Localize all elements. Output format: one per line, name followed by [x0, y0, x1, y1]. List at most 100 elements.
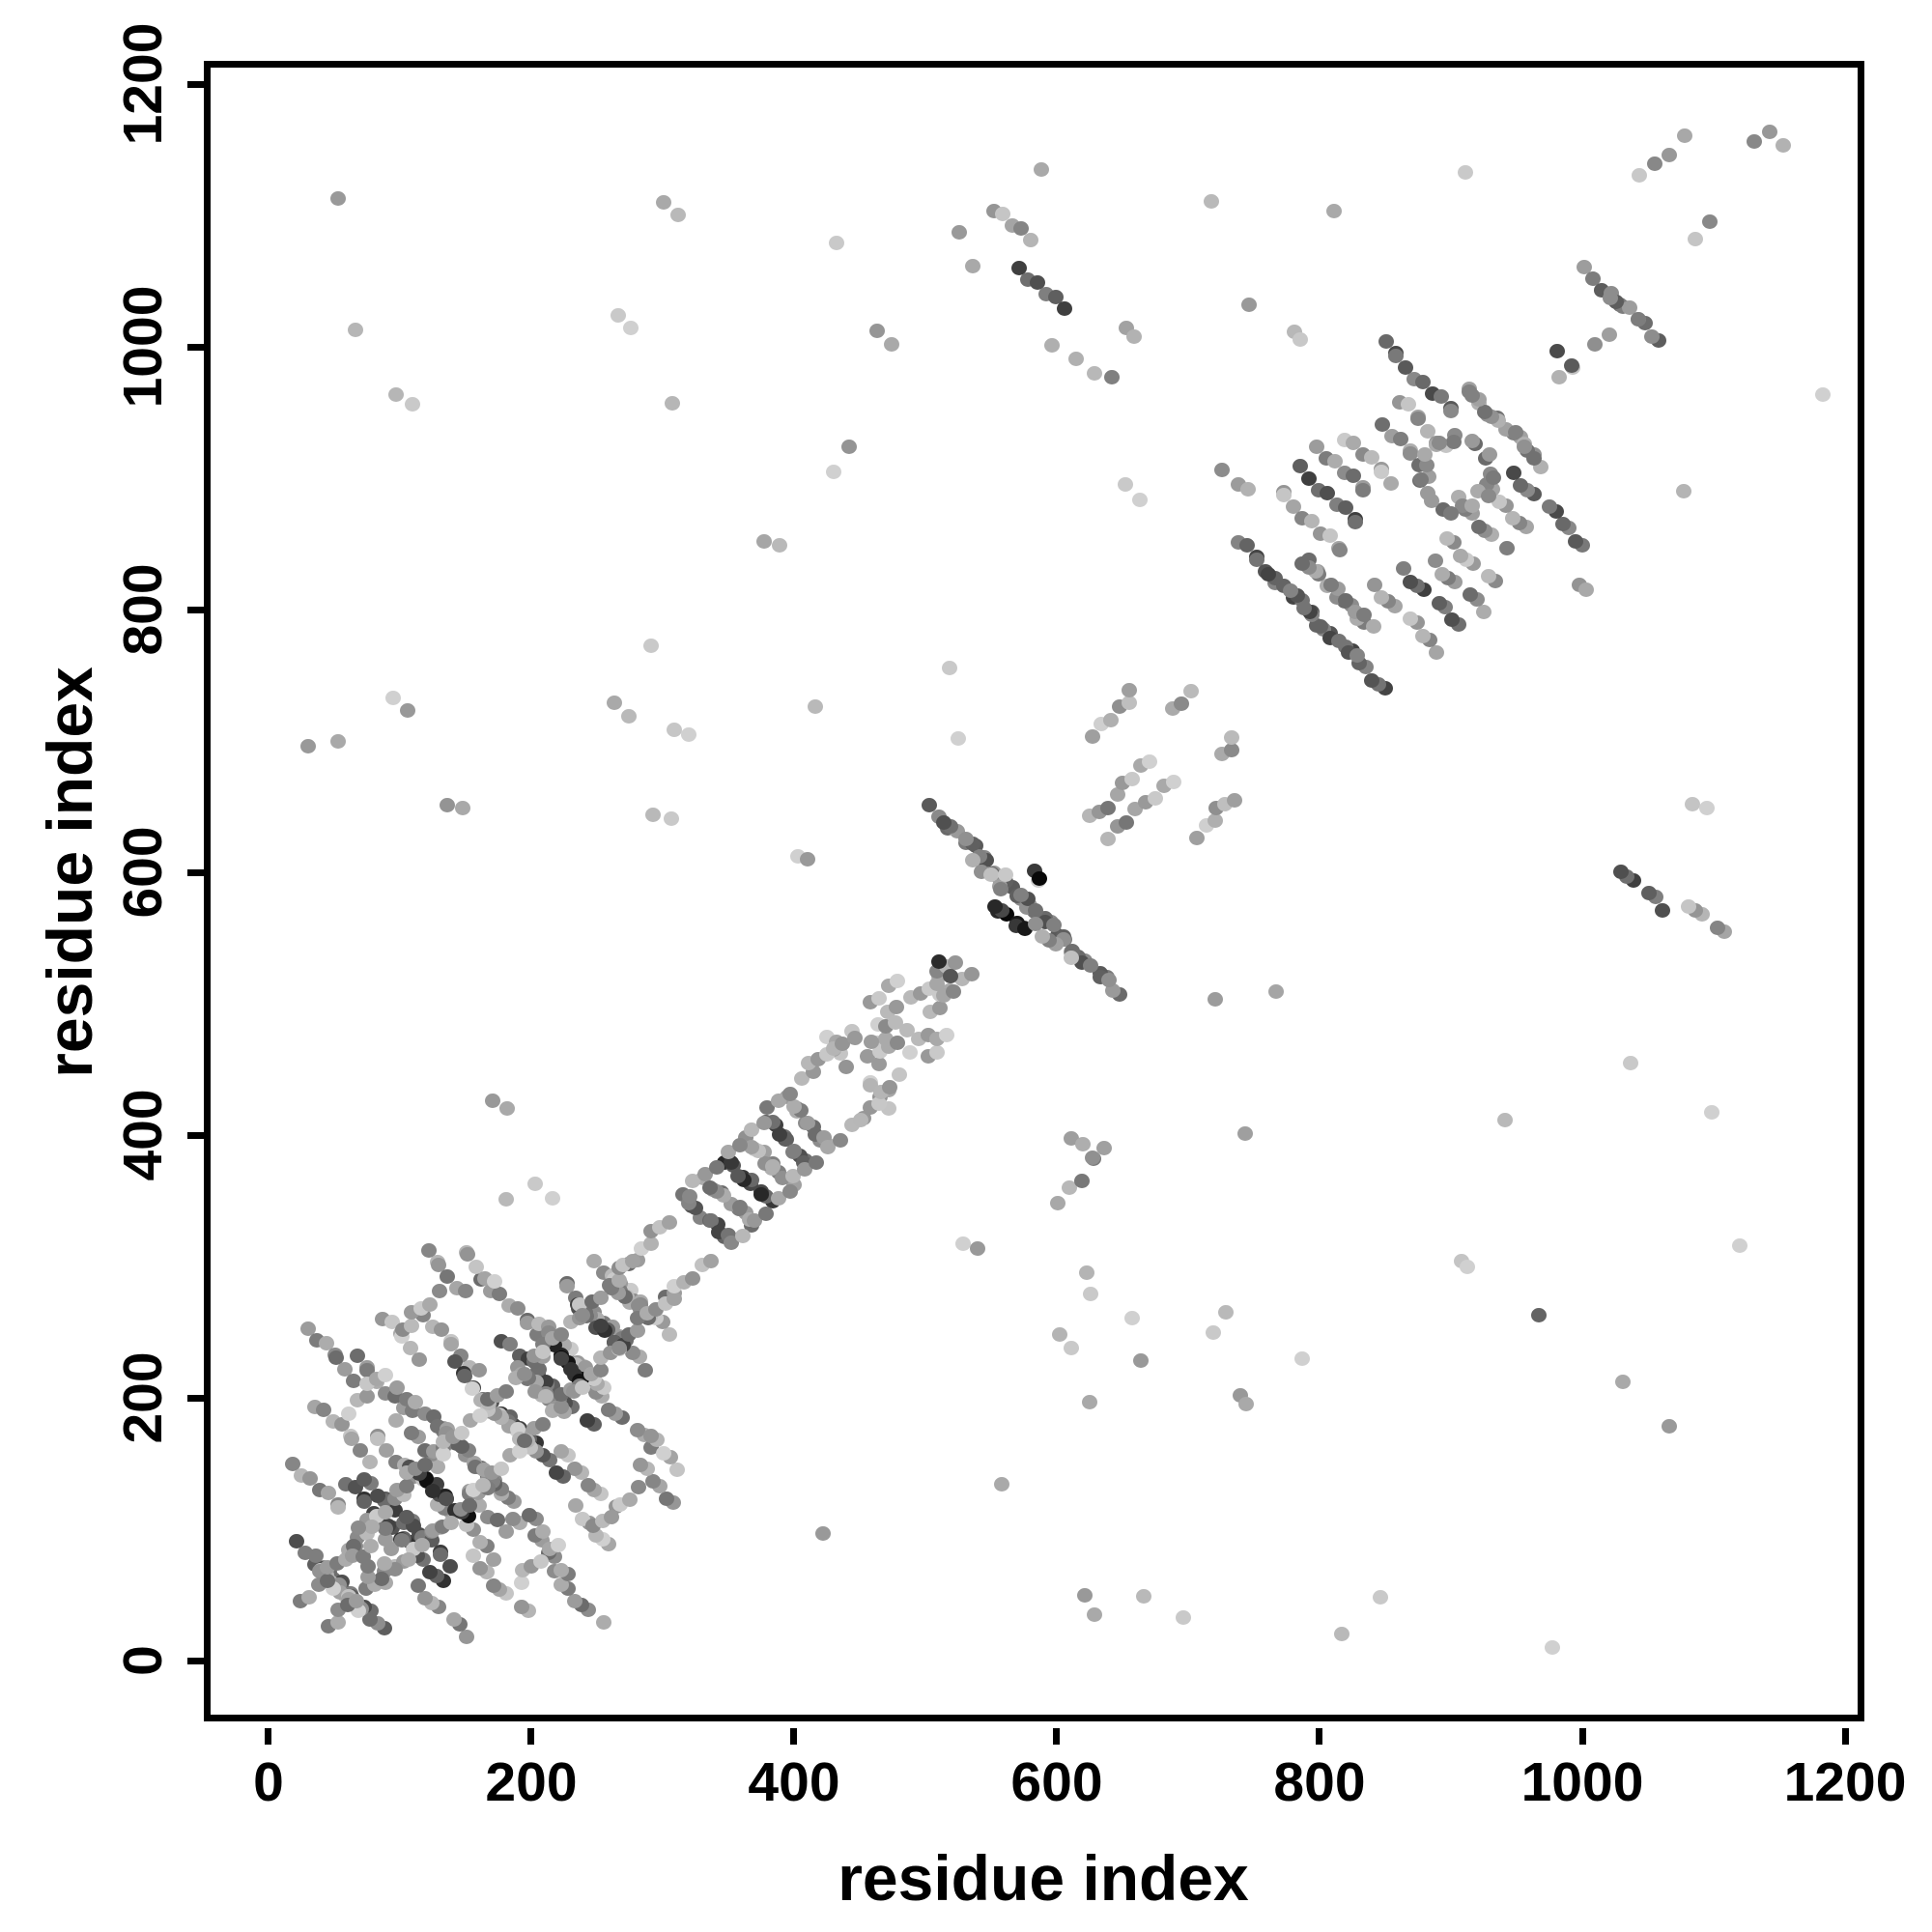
data-point [1480, 488, 1496, 503]
data-point [527, 1177, 544, 1192]
data-point [624, 1253, 640, 1268]
data-point [299, 1321, 316, 1336]
data-point [548, 1464, 564, 1480]
data-point [1443, 505, 1460, 521]
data-point [499, 1101, 516, 1117]
data-point [1064, 1340, 1080, 1355]
y-axis-tick [187, 343, 204, 351]
x-tick-label: 1200 [1783, 1751, 1907, 1813]
data-point [642, 1428, 659, 1443]
data-point [378, 1521, 394, 1537]
data-point [1631, 311, 1647, 327]
data-point [1814, 386, 1831, 402]
data-point [632, 1457, 648, 1472]
data-point [1338, 499, 1354, 515]
data-point [593, 1291, 609, 1306]
data-point [1295, 601, 1312, 616]
data-point [502, 1336, 519, 1351]
x-axis-tick [527, 1728, 535, 1745]
data-point [1463, 587, 1479, 603]
x-axis-tick [790, 1728, 798, 1745]
data-point [685, 1174, 701, 1189]
data-point [610, 307, 626, 323]
data-point [1132, 1353, 1149, 1369]
data-point [638, 1362, 654, 1378]
data-point [669, 1463, 685, 1478]
data-point [1762, 124, 1778, 139]
data-point [1531, 1308, 1548, 1323]
data-point [1022, 233, 1038, 248]
data-point [964, 853, 980, 868]
data-point [554, 1399, 570, 1414]
data-point [970, 1240, 986, 1256]
data-point [1644, 328, 1661, 344]
data-point [1443, 404, 1460, 419]
data-point [356, 1471, 373, 1487]
data-point [316, 1402, 332, 1417]
data-point [1507, 425, 1523, 440]
data-point [1033, 161, 1049, 177]
data-point [1100, 800, 1117, 815]
data-point [809, 1154, 825, 1170]
data-point [1083, 1286, 1099, 1301]
data-point [1068, 351, 1085, 366]
data-point [385, 690, 402, 705]
data-point [781, 1183, 798, 1199]
data-point [1126, 328, 1143, 344]
data-point [1075, 1137, 1092, 1152]
data-point [735, 1229, 751, 1244]
data-point [825, 464, 841, 479]
data-point [1165, 774, 1181, 789]
data-point [1237, 1397, 1254, 1412]
data-point [1438, 530, 1455, 546]
data-point [772, 537, 788, 553]
data-point [1452, 548, 1468, 563]
data-point [1208, 813, 1224, 829]
data-point [645, 1474, 662, 1490]
data-point [1073, 1174, 1090, 1189]
data-point [1482, 446, 1498, 462]
data-point [720, 1145, 736, 1160]
data-point [1135, 1588, 1151, 1604]
data-point [1292, 331, 1308, 347]
data-point [474, 1478, 491, 1493]
data-point [514, 1576, 530, 1591]
data-point [1481, 569, 1497, 584]
data-point [755, 1116, 772, 1131]
data-point [1331, 543, 1348, 558]
data-point [1103, 369, 1120, 384]
data-point [361, 1454, 378, 1469]
data-point [889, 1000, 904, 1015]
data-point [1564, 357, 1580, 373]
data-point [1035, 928, 1051, 944]
data-point [1081, 1394, 1097, 1409]
data-point [1464, 497, 1481, 513]
x-axis-tick [1841, 1728, 1849, 1745]
data-point [1397, 360, 1413, 376]
data-point [1294, 555, 1311, 571]
data-point [1350, 648, 1366, 664]
data-point [330, 191, 347, 206]
data-point [846, 1030, 863, 1045]
data-point [882, 1080, 898, 1095]
y-tick-label: 1000 [112, 285, 174, 409]
data-point [992, 882, 1009, 897]
data-point [661, 1327, 677, 1343]
x-tick-label: 200 [485, 1751, 578, 1813]
data-point [1084, 1150, 1100, 1165]
data-point [1028, 916, 1044, 931]
data-point [356, 1494, 373, 1510]
data-point [703, 1212, 720, 1228]
data-point [1347, 514, 1363, 529]
data-point [1175, 1609, 1191, 1625]
data-point [378, 1368, 394, 1383]
data-point [398, 1478, 414, 1493]
data-point [362, 1538, 379, 1553]
data-point [1413, 471, 1430, 487]
data-point [404, 1426, 420, 1441]
data-point [871, 1095, 888, 1111]
data-point [1043, 337, 1060, 353]
data-point [864, 1035, 880, 1050]
data-point [430, 1460, 446, 1475]
data-point [566, 1594, 582, 1609]
